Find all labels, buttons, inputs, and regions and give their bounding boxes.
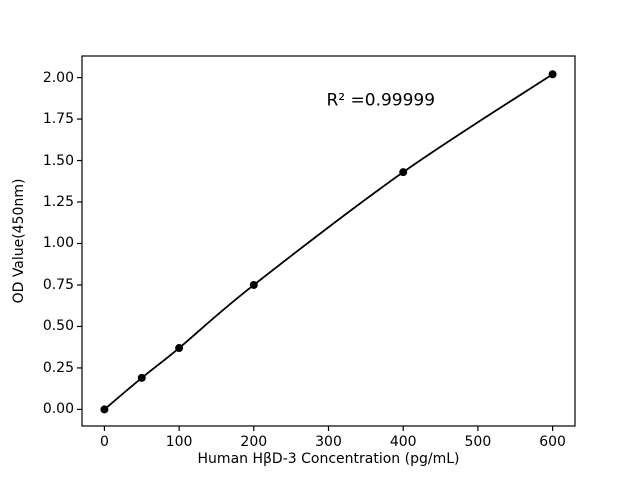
y-tick-label: 1.75 [42, 111, 74, 128]
y-tick-label: 2.00 [42, 69, 74, 86]
data-point [175, 344, 184, 353]
data-point [548, 70, 557, 79]
x-axis-label: Human HβD-3 Concentration (pg/mL) [197, 451, 460, 467]
y-tick-label: 0.50 [42, 318, 74, 335]
data-point [399, 168, 408, 177]
x-tick-label: 200 [240, 434, 268, 450]
x-tick-label: 400 [389, 434, 417, 450]
x-tick-label: 0 [99, 434, 109, 450]
y-tick-label: 1.50 [42, 152, 74, 169]
x-tick-label: 500 [464, 434, 492, 450]
y-tick-label: 1.25 [42, 194, 74, 210]
data-point [100, 405, 109, 414]
y-tick-label: 0.00 [42, 401, 74, 418]
y-tick-label: 0.75 [42, 276, 74, 293]
x-tick-label: 300 [315, 434, 342, 450]
x-tick-label: 100 [165, 434, 193, 450]
plot-frame [81, 55, 576, 427]
y-axis-label: OD Value(450nm) [11, 178, 27, 304]
curve-line [103, 73, 554, 411]
data-point [249, 280, 258, 289]
x-tick-label: 600 [539, 434, 566, 450]
r-squared-annotation: R² =0.99999 [326, 90, 436, 111]
data-point [137, 373, 146, 382]
y-tick-label: 1.00 [42, 235, 74, 252]
y-tick-label: 0.25 [42, 359, 74, 376]
